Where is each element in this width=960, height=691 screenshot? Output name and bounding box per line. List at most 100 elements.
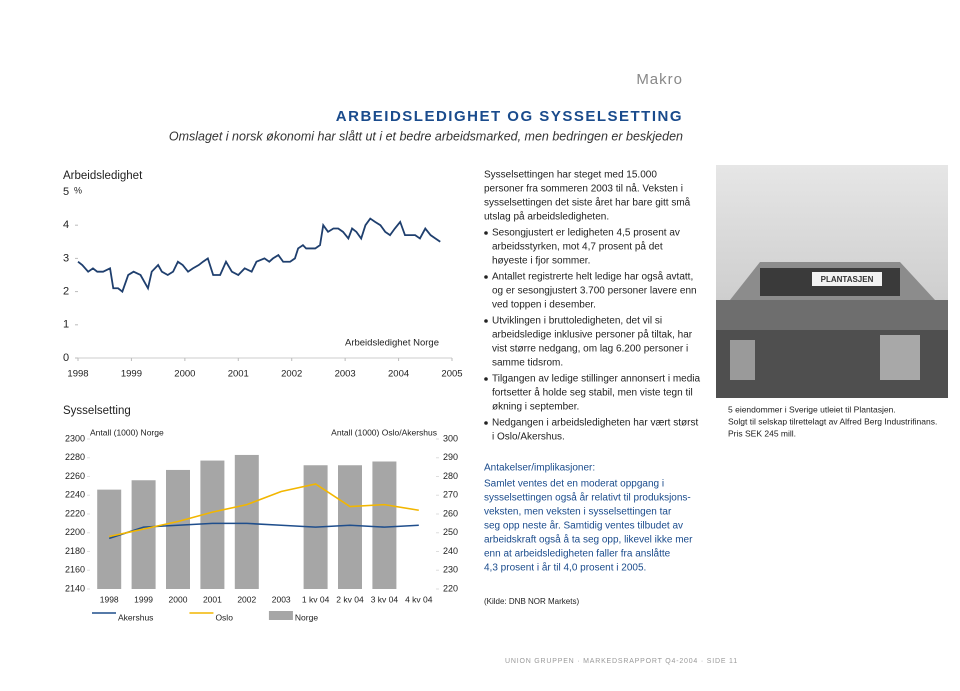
y-tick-label: 3	[63, 252, 69, 264]
line-series	[108, 522, 419, 540]
y-axis-label: %	[74, 185, 82, 195]
bullet-text: arbeidsledige inklusive personer på tilt…	[492, 329, 693, 341]
legend-label: Akershus	[118, 612, 153, 622]
y-tick-label: 4	[63, 219, 69, 231]
x-tick-label: 2002	[237, 594, 256, 604]
x-tick-label: 2000	[169, 594, 188, 604]
y-axis-label: Antall (1000) Norge	[90, 427, 164, 437]
photo-caption: Pris SEK 245 mill.	[728, 428, 796, 438]
body-text: utslag på arbeidsledigheten.	[484, 211, 609, 223]
source: (Kilde: DNB NOR Markets)	[484, 597, 579, 606]
box-text: 4,3 prosent i år til 4,0 prosent i 2005.	[484, 562, 646, 574]
box-text: seg opp neste år. Samtidig ventes tilbud…	[484, 520, 683, 532]
y2-tick-label: 270	[443, 490, 458, 500]
bullet-text: samme tidsrom.	[492, 358, 563, 369]
bullet-text: Sesongjustert er ledigheten 4,5 prosent …	[492, 228, 680, 239]
x-tick-label: 2000	[174, 369, 195, 380]
chart-title: Arbeidsledighet	[63, 170, 143, 182]
y-tick-label: 2240	[65, 490, 85, 500]
bullet	[484, 319, 488, 323]
chart-title: Sysselsetting	[63, 405, 131, 417]
box-text: sysselsettingen også år relativt til pro…	[484, 492, 691, 504]
bar	[97, 489, 122, 589]
y2-tick-label: 260	[443, 508, 458, 518]
photo-caption: Solgt til selskap tilrettelagt av Alfred…	[728, 416, 937, 426]
bar	[338, 465, 362, 589]
bar	[200, 460, 225, 589]
y-tick-label: 2160	[65, 565, 85, 575]
legend-swatch	[268, 611, 293, 620]
photo-sign: PLANTASJEN	[821, 275, 874, 284]
line-series	[77, 217, 441, 294]
y-tick-label: 1	[63, 319, 69, 331]
box-text: arbeidskraft også å ta seg opp, likevel …	[484, 534, 693, 546]
page-title: ARBEIDSLEDIGHET OG SYSSELSETTING	[336, 108, 683, 125]
y-tick-label: 2	[63, 286, 69, 298]
bullet	[484, 377, 488, 381]
bullet-text: Tilgangen av ledige stillinger annonsert…	[492, 374, 701, 385]
y-tick-label: 2140	[65, 583, 85, 593]
y2-tick-label: 280	[443, 471, 458, 481]
section-label: Makro	[636, 71, 683, 88]
x-tick-label: 2004	[388, 369, 409, 380]
box-text: enn at arbeidsledigheten faller fra ansl…	[484, 548, 671, 560]
bullet-text: vist større nedgang, om lag 6.200 person…	[492, 344, 688, 355]
y-tick-label: 2260	[65, 471, 85, 481]
line-series	[109, 483, 419, 538]
y2-tick-label: 230	[443, 565, 458, 575]
y2-tick-label: 240	[443, 546, 458, 556]
body-text: Sysselsettingen har steget med 15.000	[484, 170, 657, 181]
bullet-text: ved toppen i desember.	[492, 300, 596, 311]
photo-caption: 5 eiendommer i Sverige utleiet til Plant…	[728, 404, 896, 414]
bullet	[484, 275, 488, 279]
bar	[131, 480, 156, 589]
body-text: personer fra sommeren 2003 til nå. Vekst…	[484, 183, 683, 195]
x-tick-label: 1998	[100, 594, 119, 604]
x-tick-label: 1999	[121, 369, 142, 380]
box-text: veksten, men veksten i sysselsettingen t…	[484, 507, 672, 518]
bar	[166, 469, 190, 589]
y-tick-label: 2280	[65, 452, 85, 462]
bullet-text: fortsetter å holde seg stabil, men viste…	[492, 387, 693, 399]
legend-label: Norge	[295, 612, 318, 622]
bullet-text: økning i september.	[492, 402, 579, 413]
x-tick-label: 4 kv 04	[405, 594, 433, 604]
x-tick-label: 1999	[134, 594, 153, 604]
y2-tick-label: 220	[443, 583, 458, 593]
bar	[372, 461, 397, 589]
box-text: Samlet ventes det en moderat oppgang i	[484, 479, 664, 490]
footer: UNION GRUPPEN · MARKEDSRAPPORT Q4-2004 ·…	[505, 658, 738, 665]
x-tick-label: 1 kv 04	[302, 594, 330, 604]
y2-tick-label: 250	[443, 527, 458, 537]
y2-tick-label: 290	[443, 452, 458, 462]
y-tick-label: 2180	[65, 546, 85, 556]
bullet	[484, 231, 488, 235]
x-tick-label: 1998	[67, 369, 88, 380]
bullet-text: og er sesongjustert 3.700 personer laver…	[492, 286, 697, 297]
x-tick-label: 3 kv 04	[371, 594, 399, 604]
y-tick-label: 0	[63, 352, 69, 364]
x-tick-label: 2001	[203, 594, 222, 604]
subtitle: Omslaget i norsk økonomi har slått ut i …	[169, 129, 683, 143]
x-tick-label: 2005	[441, 369, 462, 380]
x-tick-label: 2003	[272, 594, 291, 604]
y-tick-label: 2200	[65, 527, 85, 537]
bullet-text: Nedgangen i arbeidsledigheten har vært s…	[492, 418, 698, 429]
y2-axis-label: Antall (1000) Oslo/Akershus	[331, 427, 437, 437]
bullet-text: arbeidsstyrken, mot 4,7 prosent på det	[492, 241, 663, 253]
bullet	[484, 421, 488, 425]
y-tick-label: 5	[63, 186, 69, 198]
photo	[716, 165, 948, 398]
series-label: Arbeidsledighet Norge	[345, 338, 439, 349]
x-tick-label: 2003	[335, 369, 356, 380]
y-tick-label: 2220	[65, 508, 85, 518]
x-tick-label: 2001	[228, 369, 249, 380]
bullet-text: i Oslo/Akershus.	[492, 432, 565, 443]
bullet-text: Antallet registrerte helt ledige har ogs…	[492, 271, 693, 283]
legend-label: Oslo	[215, 612, 233, 622]
bullet-text: høyeste i fjor sommer.	[492, 256, 590, 267]
body-text: sysselsettingen det siste året har bare …	[484, 197, 691, 209]
box-title: Antakelser/implikasjoner:	[484, 463, 595, 474]
